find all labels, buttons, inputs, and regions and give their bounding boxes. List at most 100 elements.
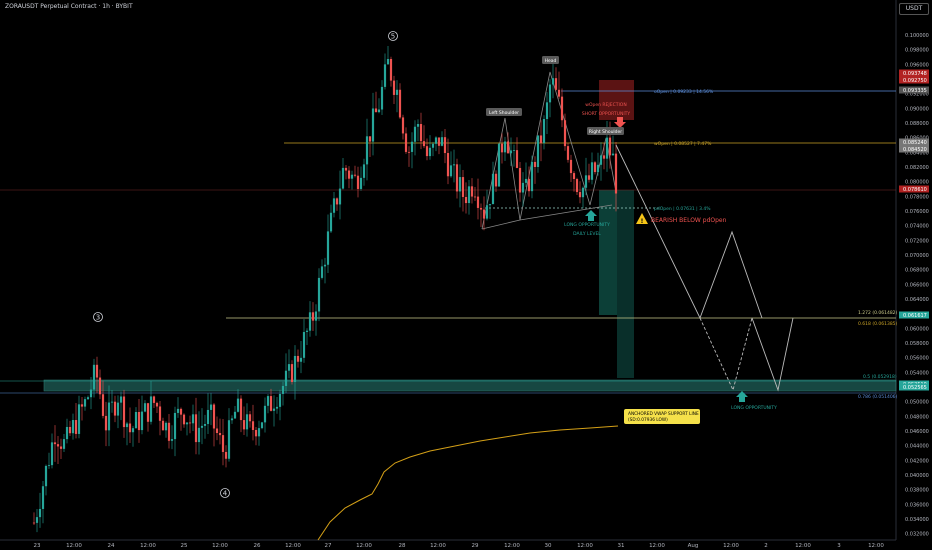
price-badge <box>899 69 929 77</box>
x-tick-label: Aug <box>688 543 699 549</box>
price-badge <box>899 76 929 84</box>
fib-05-label: 0.5 (0.052918) <box>863 374 897 380</box>
pdopen-label: pdOpen | 0.07631 | 3.4% <box>654 206 711 212</box>
candle-body <box>590 162 594 180</box>
y-tick-label: 0.070000 <box>905 253 929 259</box>
candle-body <box>59 446 63 449</box>
candle-body <box>203 423 207 426</box>
fib-1272-label: 1.272 (0.061482) <box>858 310 898 316</box>
candle-body <box>227 420 231 459</box>
candle-body <box>143 403 147 412</box>
candle-body <box>593 162 597 173</box>
wopen-label: wOpen | 0.08527 | 7.47% <box>654 141 712 147</box>
y-tick-label: 0.058000 <box>905 341 929 347</box>
candle-body <box>251 421 255 430</box>
candle-body <box>245 414 249 430</box>
candle-body <box>155 402 159 407</box>
candle-body <box>356 175 360 189</box>
candle-body <box>191 414 195 424</box>
rejection-text-1: wOpen REJECTION <box>585 102 626 108</box>
candle-body <box>539 135 543 144</box>
candle-body <box>140 411 144 431</box>
candle-body <box>512 150 516 151</box>
price-badge <box>899 185 929 193</box>
candle-body <box>185 422 189 425</box>
x-tick-label: 29 <box>472 543 479 549</box>
candle-body <box>263 405 267 423</box>
y-tick-label: 0.066000 <box>905 282 929 288</box>
candle-body <box>101 394 105 416</box>
candle-body <box>116 402 120 416</box>
x-tick-label: 12:00 <box>649 543 665 549</box>
y-tick-label: 0.032000 <box>905 532 929 538</box>
candle-body <box>299 357 303 362</box>
candle-body <box>122 396 126 428</box>
candle-body <box>431 143 435 148</box>
x-tick-label: 31 <box>618 543 625 549</box>
candle-body <box>86 397 90 400</box>
candle-body <box>173 412 177 440</box>
warning-icon-mark: ! <box>641 218 644 225</box>
candle-body <box>563 120 567 147</box>
price-axis[interactable]: 0.1000000.0980000.0960000.0940000.092000… <box>905 33 929 538</box>
y-tick-label: 0.034000 <box>905 517 929 523</box>
candle-body <box>335 198 339 205</box>
candle-body <box>425 146 429 157</box>
short-arrow-icon <box>614 117 626 128</box>
candle-body <box>467 186 471 204</box>
candle-body <box>488 204 492 206</box>
candle-body <box>557 89 561 97</box>
candle-body <box>377 109 381 113</box>
candle-body <box>422 141 426 147</box>
long-text-1: LONG OPPORTUNITY <box>564 222 610 228</box>
left-shoulder-lines <box>481 117 521 230</box>
candle-body <box>380 86 384 110</box>
candle-body <box>458 177 462 192</box>
candle-body <box>599 155 603 165</box>
candle-body <box>35 517 39 523</box>
candle-body <box>296 355 300 362</box>
price-badge-label: 0.092750 <box>903 78 927 84</box>
y-tick-label: 0.096000 <box>905 62 929 68</box>
candle-body <box>95 364 99 378</box>
time-axis[interactable]: 23 12:00 24 12:00 25 12:00 26 12:00 27 12:00 28 12:… <box>34 543 885 549</box>
candle-body <box>248 414 252 422</box>
candle-body <box>233 411 237 419</box>
candle-body <box>497 143 501 187</box>
candle-body <box>104 415 108 431</box>
currency-button[interactable]: USDT <box>899 3 929 15</box>
candle-body <box>68 426 72 434</box>
short-zone <box>599 80 634 120</box>
candle-body <box>368 136 372 142</box>
candle-body <box>347 170 351 179</box>
x-tick-label: 12:00 <box>504 543 520 549</box>
candle-body <box>404 133 408 152</box>
candle-body <box>170 439 174 441</box>
fib-0786-label: 0.786 (0.051406) <box>858 394 898 400</box>
candle-body <box>587 175 591 180</box>
candle-body <box>56 444 60 447</box>
x-tick-label: 23 <box>34 543 41 549</box>
x-tick-label: 12:00 <box>212 543 228 549</box>
x-tick-label: 12:00 <box>723 543 739 549</box>
candle-body <box>608 137 612 156</box>
candle-body <box>179 408 183 415</box>
candle-body <box>392 80 396 95</box>
vwap-callout <box>624 409 700 424</box>
candle-body <box>581 187 585 198</box>
candle-body <box>215 428 219 434</box>
candle-body <box>134 411 138 429</box>
price-badge-label: 0.052565 <box>903 385 927 391</box>
price-badge <box>899 311 929 319</box>
candle-body <box>158 406 162 421</box>
x-tick-label: 12:00 <box>430 543 446 549</box>
candle-body <box>611 153 615 156</box>
candle-body <box>482 209 486 219</box>
price-badge-label: 0.085240 <box>903 140 927 146</box>
long-arrow-icon <box>585 210 597 221</box>
candle-body <box>446 153 450 177</box>
candle-body <box>515 150 519 168</box>
candle-body <box>569 159 573 174</box>
candle-body <box>254 429 258 437</box>
